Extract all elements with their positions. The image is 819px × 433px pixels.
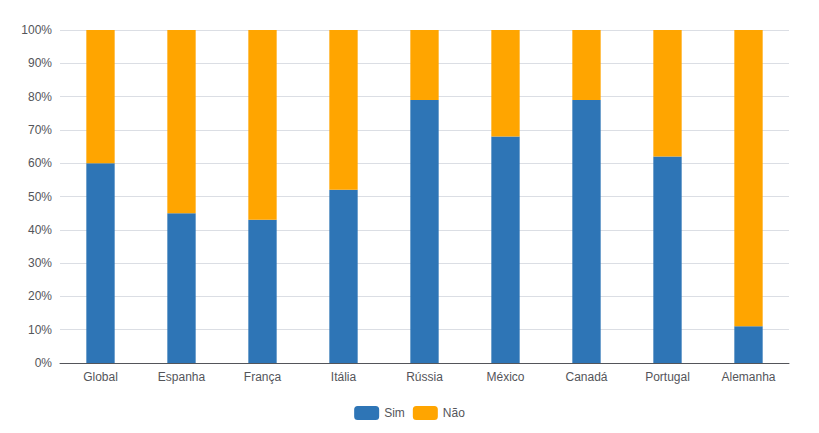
svg-text:México: México [486,370,524,384]
svg-text:Sim: Sim [384,406,405,420]
svg-text:Portugal: Portugal [645,370,690,384]
svg-text:Espanha: Espanha [158,370,206,384]
svg-text:100%: 100% [21,23,52,37]
svg-text:90%: 90% [28,56,52,70]
svg-text:80%: 80% [28,90,52,104]
svg-text:10%: 10% [28,323,52,337]
svg-text:30%: 30% [28,256,52,270]
svg-text:Global: Global [83,370,118,384]
svg-text:50%: 50% [28,190,52,204]
svg-text:Rússia: Rússia [406,370,443,384]
svg-text:Não: Não [443,406,465,420]
svg-text:0%: 0% [35,356,53,370]
svg-text:60%: 60% [28,156,52,170]
svg-text:Alemanha: Alemanha [721,370,775,384]
svg-text:20%: 20% [28,289,52,303]
svg-text:Canadá: Canadá [565,370,607,384]
svg-text:França: França [244,370,282,384]
svg-text:40%: 40% [28,223,52,237]
svg-text:70%: 70% [28,123,52,137]
svg-text:Itália: Itália [331,370,357,384]
